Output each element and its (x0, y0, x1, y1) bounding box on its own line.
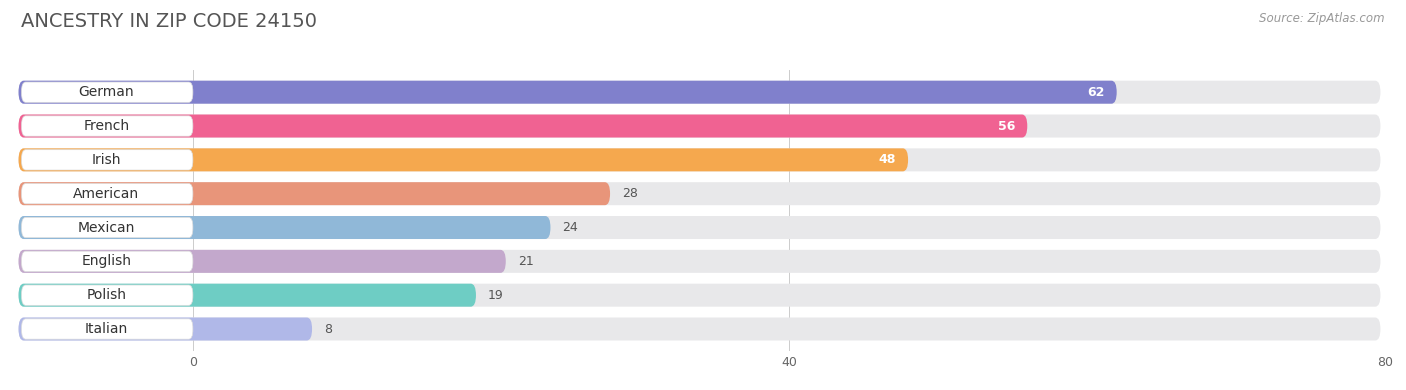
Text: Polish: Polish (86, 288, 127, 302)
FancyBboxPatch shape (18, 148, 1381, 171)
FancyBboxPatch shape (21, 184, 193, 204)
Text: 21: 21 (517, 255, 533, 268)
Text: Source: ZipAtlas.com: Source: ZipAtlas.com (1260, 12, 1385, 25)
FancyBboxPatch shape (21, 116, 193, 136)
FancyBboxPatch shape (18, 250, 1381, 273)
Text: English: English (82, 254, 131, 268)
FancyBboxPatch shape (18, 216, 551, 239)
Text: ANCESTRY IN ZIP CODE 24150: ANCESTRY IN ZIP CODE 24150 (21, 12, 318, 31)
Text: American: American (73, 187, 139, 201)
FancyBboxPatch shape (18, 250, 506, 273)
FancyBboxPatch shape (18, 81, 1381, 104)
Text: Mexican: Mexican (77, 220, 135, 234)
Text: French: French (83, 119, 129, 133)
FancyBboxPatch shape (21, 82, 193, 102)
Text: 48: 48 (879, 153, 896, 167)
FancyBboxPatch shape (18, 216, 1381, 239)
FancyBboxPatch shape (18, 182, 610, 205)
FancyBboxPatch shape (18, 115, 1028, 138)
FancyBboxPatch shape (21, 150, 193, 170)
FancyBboxPatch shape (18, 115, 1381, 138)
FancyBboxPatch shape (18, 284, 477, 307)
Text: 19: 19 (488, 289, 503, 302)
FancyBboxPatch shape (18, 182, 1381, 205)
FancyBboxPatch shape (18, 148, 908, 171)
FancyBboxPatch shape (18, 284, 1381, 307)
Text: 62: 62 (1087, 86, 1105, 99)
FancyBboxPatch shape (18, 317, 1381, 340)
FancyBboxPatch shape (18, 81, 1116, 104)
FancyBboxPatch shape (21, 285, 193, 305)
FancyBboxPatch shape (18, 317, 312, 340)
FancyBboxPatch shape (21, 251, 193, 271)
Text: 28: 28 (621, 187, 638, 200)
Text: 56: 56 (998, 119, 1015, 133)
Text: Irish: Irish (91, 153, 121, 167)
Text: 24: 24 (562, 221, 578, 234)
Text: German: German (79, 85, 134, 99)
Text: Italian: Italian (84, 322, 128, 336)
Text: 8: 8 (323, 323, 332, 335)
FancyBboxPatch shape (21, 217, 193, 238)
FancyBboxPatch shape (21, 319, 193, 339)
